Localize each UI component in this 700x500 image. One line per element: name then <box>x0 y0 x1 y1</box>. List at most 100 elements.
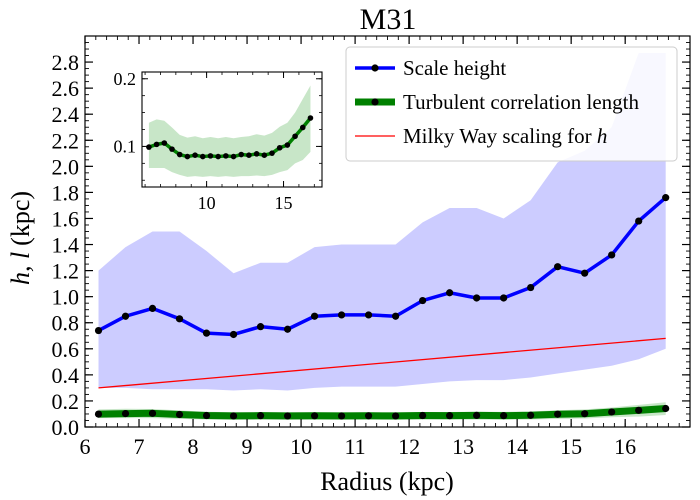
inset-point <box>169 146 175 152</box>
scale-height-point <box>175 315 184 323</box>
series-lines <box>97 196 667 420</box>
inset-point <box>176 151 183 158</box>
correlation-length-point <box>419 411 427 420</box>
y-tick-label: 1.8 <box>52 180 80 205</box>
inset-point <box>292 133 298 140</box>
y-axis-label: h, l (kpc) <box>6 191 35 285</box>
scale-height-point <box>148 304 157 312</box>
correlation-length-point <box>256 412 265 420</box>
scale-height-point <box>608 251 616 259</box>
legend-label: Milky Way scaling for h <box>403 124 607 148</box>
correlation-length-point <box>148 409 157 417</box>
inset-point <box>284 142 291 148</box>
legend-label: Scale height <box>403 56 506 80</box>
correlation-length-point <box>229 412 238 420</box>
y-tick-label: 0.2 <box>52 389 80 414</box>
correlation-length-point <box>527 411 535 419</box>
inset-point <box>207 153 214 159</box>
y-axis-label-unit: (kpc) <box>6 191 35 246</box>
y-axis-label-symbols: h, l <box>6 252 35 285</box>
legend-marker-correlation-length <box>371 98 379 106</box>
scale-height-point <box>202 329 211 337</box>
scale-height-point <box>500 294 508 302</box>
inset-point <box>307 115 314 121</box>
correlation-length-point <box>175 410 184 419</box>
legend-entries: Scale height Turbulent correlation length… <box>355 56 640 148</box>
x-tick-label: 8 <box>188 434 199 459</box>
x-tick-label: 12 <box>398 434 420 459</box>
legend-label: Turbulent correlation length <box>403 90 640 114</box>
inset-point <box>269 150 275 156</box>
correlation-length-point <box>94 410 103 418</box>
scale-height-point <box>527 283 535 292</box>
scale-height-point <box>392 312 400 320</box>
y-tick-label: 0.8 <box>52 311 80 336</box>
x-axis-ticks: 6 7 8 9 10 11 12 13 14 15 16 <box>80 36 691 459</box>
x-tick-label: 16 <box>614 434 636 459</box>
x-tick-label: 11 <box>344 434 365 459</box>
legend: Scale height Turbulent correlation length… <box>345 46 678 162</box>
x-tick-label: 9 <box>242 434 253 459</box>
scale-height-point <box>256 323 265 331</box>
scale-height-point <box>581 269 589 277</box>
correlation-length-line <box>98 404 666 420</box>
correlation-length-point <box>500 412 508 420</box>
correlation-length-point <box>662 404 670 413</box>
correlation-length-point <box>337 412 346 420</box>
inset-point <box>199 153 206 160</box>
inset-point <box>184 153 191 160</box>
inset-point <box>253 151 260 157</box>
scale-height-line <box>97 196 667 337</box>
scale-height-point <box>554 263 562 271</box>
x-tick-label: 14 <box>506 434 528 459</box>
scale-height-point <box>419 296 427 305</box>
inset-point <box>146 144 152 150</box>
x-tick-label: 13 <box>452 434 474 459</box>
correlation-length-point <box>364 412 373 420</box>
scale-height-point <box>94 326 103 335</box>
scale-height-point <box>310 312 319 320</box>
inset-point <box>230 153 237 160</box>
legend-box <box>345 46 678 162</box>
y-tick-label: 0.4 <box>52 363 80 388</box>
inset-point <box>261 152 268 159</box>
correlation-length-point <box>608 408 616 416</box>
y-tick-label: 2.4 <box>52 102 80 127</box>
y-axis-ticks: 0.00.20.40.60.81.01.21.41.61.82.02.22.42… <box>52 35 690 440</box>
inset-series-line <box>148 116 312 159</box>
y-tick-label: 1.2 <box>52 259 80 284</box>
scale-height-point <box>229 330 238 339</box>
inset-point <box>238 151 245 158</box>
x-tick-label: 7 <box>134 434 145 459</box>
series-markers <box>94 194 670 420</box>
inset-series-markers <box>146 115 314 160</box>
inset-point <box>192 152 198 159</box>
y-tick-label: 2.2 <box>52 128 80 153</box>
inset-x-tick-label: 15 <box>275 193 293 213</box>
correlation-length-point <box>554 410 562 418</box>
legend-label-text: Scale height <box>403 56 506 80</box>
y-tick-label: 0.0 <box>52 415 80 440</box>
scale-height-point <box>473 294 481 302</box>
y-tick-label: 1.4 <box>52 233 80 258</box>
x-tick-label: 15 <box>560 434 582 459</box>
scale-height-point <box>283 325 292 333</box>
legend-marker-scale-height <box>371 64 379 72</box>
x-tick-label: 6 <box>80 434 91 459</box>
inset-plot: 10 15 0.1 0.2 <box>114 69 323 213</box>
scale-height-band <box>98 52 666 391</box>
x-axis-label: Radius (kpc) <box>320 467 454 496</box>
inset-point <box>215 153 221 160</box>
correlation-length-point <box>202 411 211 420</box>
correlation-length-point <box>121 409 130 418</box>
inset-point <box>299 124 306 131</box>
main-plot: 6 7 8 9 10 11 12 13 14 15 16 0.00.20.40.60.81.01.2… <box>52 35 691 459</box>
inset-point <box>276 144 283 151</box>
y-tick-label: 2.8 <box>52 50 80 75</box>
correlation-length-point <box>473 411 481 420</box>
inset-x-tick-label: 10 <box>198 193 216 213</box>
legend-label-text: Milky Way scaling for <box>403 124 597 148</box>
legend-label-italic: h <box>597 124 608 148</box>
legend-label-text: Turbulent correlation length <box>403 90 640 114</box>
inset-y-tick-label: 0.1 <box>114 136 137 156</box>
